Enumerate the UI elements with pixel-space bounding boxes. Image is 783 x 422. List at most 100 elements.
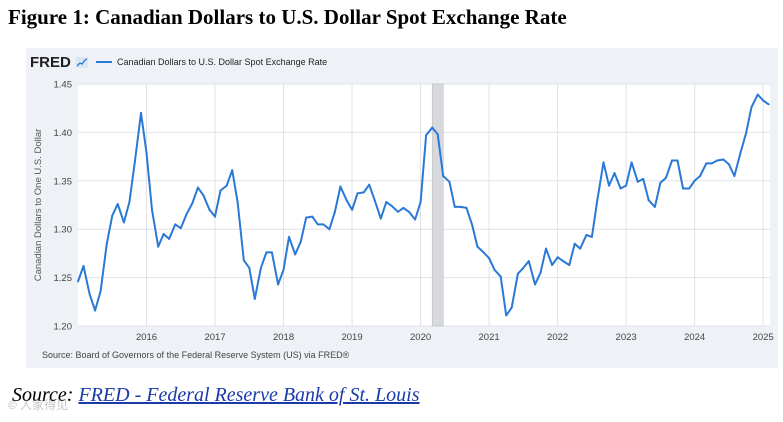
x-tick-label: 2017 (204, 332, 225, 343)
data-point (356, 192, 359, 195)
data-point (397, 210, 399, 213)
data-point (328, 228, 331, 231)
data-point (259, 266, 262, 269)
data-point (505, 314, 508, 317)
data-point (288, 235, 290, 238)
data-point (248, 266, 251, 269)
data-point (214, 215, 216, 218)
gridlines (78, 83, 770, 327)
data-point (682, 187, 684, 190)
data-point (202, 194, 205, 197)
data-point (534, 283, 536, 286)
data-point (236, 201, 239, 204)
x-tick-label: 2021 (479, 332, 500, 343)
data-point (625, 184, 628, 187)
data-point (448, 180, 451, 183)
x-tick-label: 2025 (753, 332, 774, 343)
data-point (522, 266, 525, 269)
series-line (77, 93, 770, 317)
legend-swatch (96, 61, 112, 63)
data-point (516, 272, 519, 275)
data-point (351, 208, 354, 211)
data-point (373, 199, 376, 202)
x-axis-ticks: 2016 2017 2018 2019 2020 2021 2022 2023 2024 2025 (136, 332, 774, 343)
bottom-source-prefix: Source: (12, 384, 79, 406)
data-point (556, 256, 559, 259)
recession-shading (431, 83, 444, 327)
data-point (693, 179, 696, 182)
data-point (414, 218, 417, 221)
data-point (407, 210, 410, 213)
y-tick-label: 1.20 (54, 322, 73, 333)
data-point (105, 242, 108, 245)
fred-logo: FRED (30, 54, 71, 71)
data-point (133, 160, 136, 163)
data-point (442, 175, 445, 177)
data-point (77, 280, 79, 283)
data-point (277, 283, 280, 286)
data-point (431, 126, 434, 129)
data-point (573, 242, 576, 245)
data-point (585, 234, 588, 236)
data-point (145, 151, 148, 154)
data-point (231, 169, 234, 172)
data-point (453, 205, 456, 208)
data-point (99, 290, 102, 293)
x-tick-label: 2020 (410, 332, 431, 343)
data-point (762, 99, 765, 102)
data-point (225, 184, 228, 187)
data-point (208, 208, 211, 211)
data-point (459, 205, 462, 208)
data-point (596, 199, 599, 202)
data-point (157, 245, 160, 248)
data-point (140, 112, 142, 114)
data-point (613, 172, 616, 175)
data-point (688, 187, 691, 190)
data-point (322, 223, 325, 226)
data-point (270, 251, 273, 254)
data-point (539, 271, 542, 274)
data-point (562, 260, 565, 263)
data-point (676, 159, 679, 162)
data-point (671, 159, 673, 162)
y-tick-label: 1.30 (54, 225, 73, 236)
data-point (179, 227, 182, 230)
data-point (242, 259, 245, 262)
data-point (122, 221, 125, 224)
data-point (174, 223, 177, 226)
data-point (265, 251, 268, 254)
data-point (111, 214, 114, 217)
fred-source-link[interactable]: FRED - Federal Reserve Bank of St. Louis (78, 384, 420, 406)
data-point (510, 306, 513, 309)
data-point (647, 199, 650, 202)
data-point (642, 177, 645, 180)
data-point (664, 176, 667, 179)
data-point (471, 223, 473, 226)
data-point (636, 180, 639, 183)
x-tick-label: 2023 (616, 332, 637, 343)
data-point (579, 247, 582, 250)
x-tick-label: 2024 (684, 332, 705, 343)
data-point (282, 268, 285, 271)
data-point (425, 134, 428, 137)
y-axis-ticks: 1.20 1.25 1.30 1.35 1.40 1.45 (54, 80, 73, 333)
data-point (756, 93, 759, 96)
data-point (390, 205, 393, 207)
series-line-layer (77, 93, 770, 317)
data-point (545, 247, 547, 250)
data-point (630, 161, 633, 164)
data-point (727, 163, 730, 166)
data-point (316, 223, 319, 226)
data-point (476, 245, 479, 248)
data-point (659, 181, 662, 184)
data-point (162, 233, 165, 235)
chart-source-note: Source: Board of Governors of the Federa… (42, 350, 350, 360)
data-point (333, 210, 336, 213)
data-point (368, 183, 371, 186)
plot-area (78, 84, 770, 326)
legend: Canadian Dollars to U.S. Dollar Spot Exc… (96, 57, 327, 67)
watermark: © 人家得见 (8, 398, 69, 412)
figure-title: Figure 1: Canadian Dollars to U.S. Dolla… (8, 5, 567, 29)
legend-label: Canadian Dollars to U.S. Dollar Spot Exc… (117, 57, 328, 67)
